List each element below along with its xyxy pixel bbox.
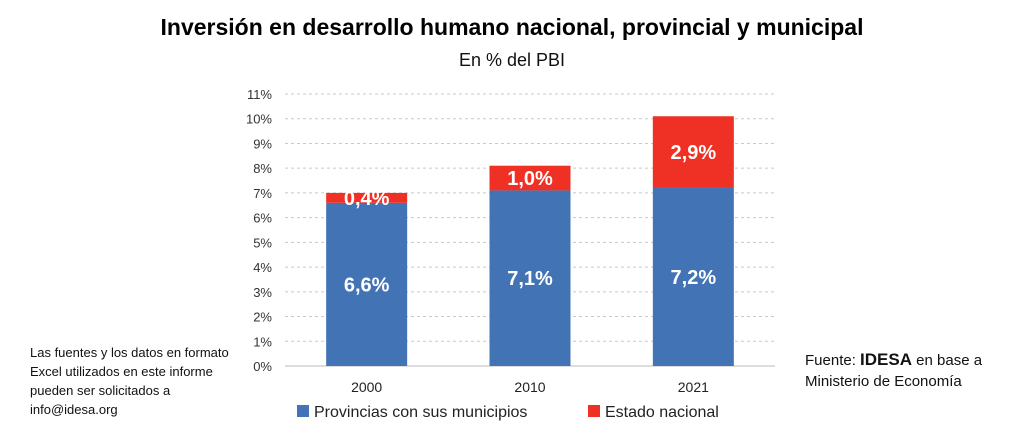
bar-provincias-2000 xyxy=(326,202,408,366)
y-tick-label: 2% xyxy=(253,310,272,325)
bar-provincias-2010 xyxy=(489,190,571,366)
source-suffix: en base a Ministerio de Economía xyxy=(805,352,983,390)
y-tick-label: 9% xyxy=(253,136,272,151)
y-tick-label: 1% xyxy=(253,334,272,349)
y-tick-label: 6% xyxy=(253,211,272,226)
data-label: 1,0% xyxy=(507,168,553,190)
y-tick-label: 11% xyxy=(247,87,272,102)
source-brand: IDESA xyxy=(860,350,913,369)
bar-provincias-2021 xyxy=(652,187,734,366)
y-tick-label: 4% xyxy=(253,260,272,275)
y-tick-label: 8% xyxy=(253,161,272,176)
x-tick-label: 2010 xyxy=(514,379,545,395)
y-tick-label: 10% xyxy=(246,112,272,127)
legend-swatch xyxy=(588,405,600,417)
bar-nacional-2010 xyxy=(489,165,571,191)
legend-label: Provincias con sus municipios xyxy=(314,404,527,421)
y-tick-label: 0% xyxy=(253,359,272,374)
chart-subtitle: En % del PBI xyxy=(458,50,566,70)
y-tick-label: 3% xyxy=(253,285,272,300)
bar-nacional-2000 xyxy=(326,192,408,203)
data-label: 2,9% xyxy=(671,142,717,164)
data-note: Las fuentes y los datos en formato Excel… xyxy=(30,345,229,417)
chart-title: Inversión en desarrollo humano nacional,… xyxy=(160,14,864,40)
source-note: Fuente: IDESA en base a Ministerio de Ec… xyxy=(805,349,1005,392)
data-label: 0,4% xyxy=(344,188,390,210)
legend-label: Estado nacional xyxy=(605,404,719,421)
data-label: 7,1% xyxy=(507,268,553,290)
data-label: 7,2% xyxy=(671,267,717,289)
bar-nacional-2021 xyxy=(652,116,734,188)
x-tick-label: 2000 xyxy=(351,379,382,395)
data-label: 6,6% xyxy=(344,274,390,296)
y-tick-label: 7% xyxy=(253,186,272,201)
y-tick-label: 5% xyxy=(253,235,272,250)
x-tick-label: 2021 xyxy=(678,379,709,395)
source-prefix: Fuente: xyxy=(805,352,861,369)
legend-swatch xyxy=(297,405,309,417)
